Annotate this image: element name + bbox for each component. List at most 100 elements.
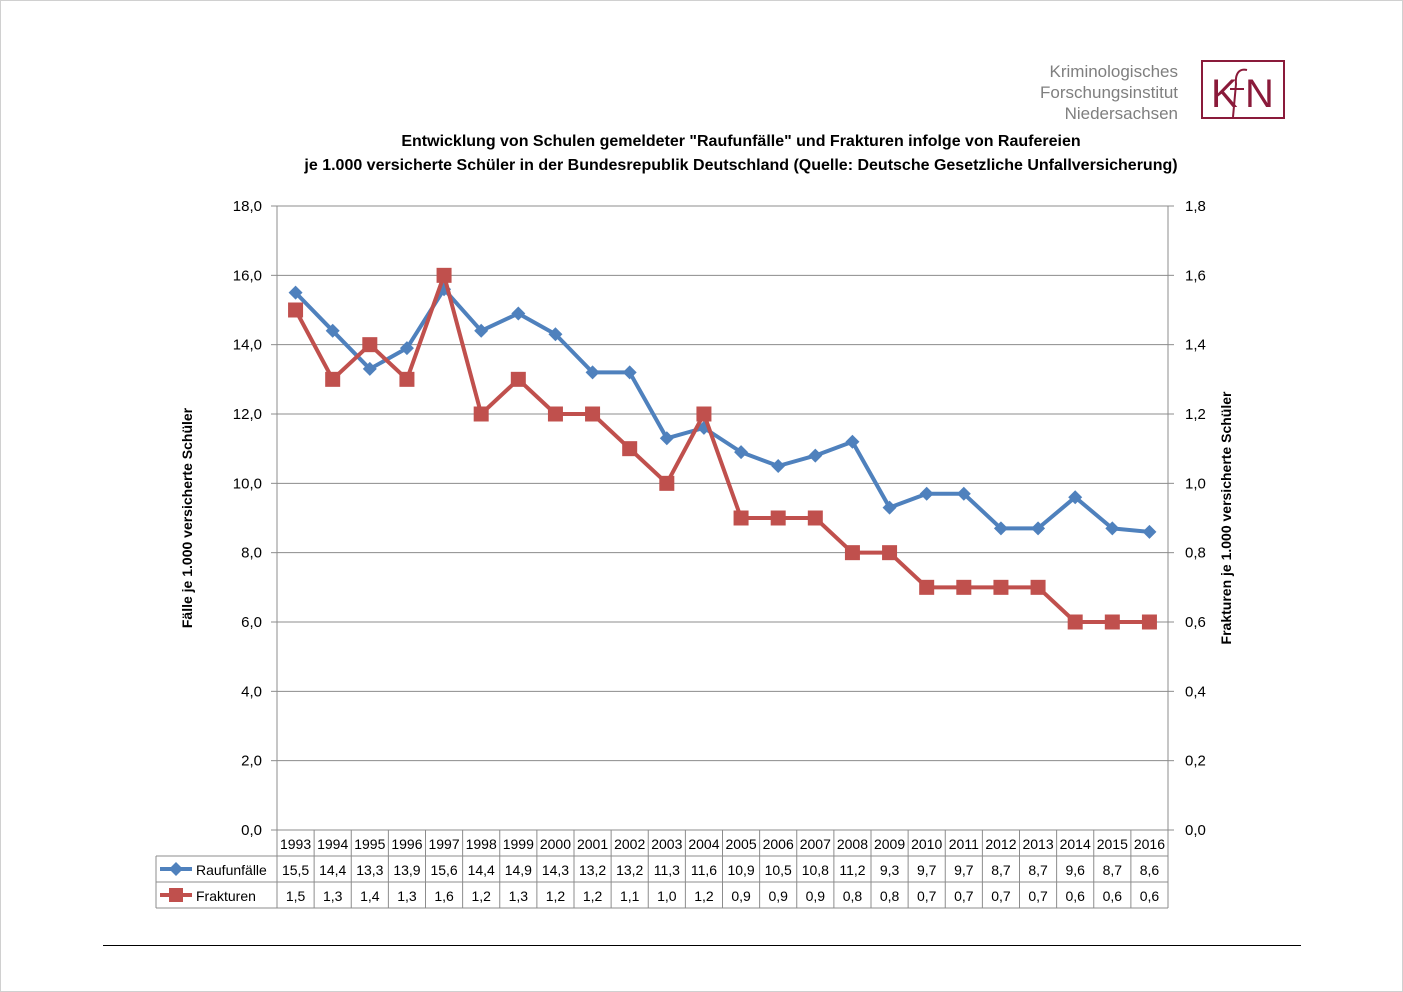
raufunfaelle-point [734,445,749,460]
raufunfaelle-point [288,285,303,300]
raufunfaelle-point [956,486,971,501]
x-tick-label: 1995 [354,836,385,852]
data-table-cell: 11,6 [691,862,717,878]
data-table-cell: 0,7 [1028,888,1048,904]
frakturen-point [844,545,860,561]
institute-name-line-2: Forschungsinstitut [1040,83,1178,102]
x-tick-label: 2005 [725,836,756,852]
raufunfaelle-point [993,521,1008,536]
data-table-cell: 11,3 [654,862,680,878]
y-tick-label: 6,0 [241,614,262,631]
frakturen-point [325,371,341,387]
frakturen-point [1104,614,1120,630]
x-tick-label: 2015 [1097,836,1128,852]
y-tick-label: 0,0 [241,822,262,839]
data-table-cell: 0,6 [1103,888,1123,904]
frakturen-point [362,337,378,353]
data-table-cell: 0,8 [843,888,863,904]
data-table-cell: 8,7 [991,862,1011,878]
y-tick-label: 8,0 [241,545,262,562]
chart-title: Entwicklung von Schulen gemeldeter "Rauf… [401,133,1080,150]
y2-tick-label: 0,6 [1185,614,1206,631]
frakturen-point [882,545,898,561]
data-table-cell: 8,7 [1028,862,1048,878]
frakturen-point [696,406,712,422]
frakturen-point [1141,614,1157,630]
data-table-cell: 1,2 [471,888,491,904]
raufunfaelle-point [548,327,563,342]
frakturen-point [733,510,749,526]
x-tick-label: 2007 [800,836,831,852]
raufunfaelle-point [659,431,674,446]
frakturen-point [1067,614,1083,630]
data-table-cell: 15,6 [430,862,457,878]
data-table-cell: 1,2 [694,888,714,904]
legend-label: Raufunfälle [196,862,267,878]
raufunfaelle-point [919,486,934,501]
data-table-cell: 10,5 [765,862,792,878]
data-table-cell: 0,7 [954,888,974,904]
data-table-cell: 14,3 [542,862,569,878]
raufunfaelle-point [622,365,637,380]
raufunfaelle-point [1031,521,1046,536]
x-tick-label: 2009 [874,836,905,852]
x-tick-label: 2016 [1134,836,1165,852]
legend-label: Frakturen [196,888,256,904]
x-tick-label: 1996 [391,836,422,852]
x-tick-label: 2002 [614,836,645,852]
raufunfaelle-point [1068,490,1083,505]
legend-marker-raufunfaelle [169,862,183,876]
y-tick-label: 10,0 [233,475,262,492]
x-tick-label: 1993 [280,836,311,852]
data-table-cell: 0,7 [991,888,1011,904]
y-tick-label: 4,0 [241,683,262,700]
gridlines [277,274,1168,762]
kfn-logo: K N [1201,60,1285,119]
institute-name: Kriminologisches Forschungsinstitut Nied… [1040,61,1178,124]
x-tick-label: 2000 [540,836,571,852]
data-table-cell: 1,6 [434,888,454,904]
data-table-cell: 1,2 [583,888,603,904]
logo-letter-n: N [1245,72,1274,116]
x-tick-label: 2011 [949,836,979,852]
data-table-cell: 9,3 [880,862,900,878]
data-table-cell: 15,5 [282,862,309,878]
y-tick-label: 14,0 [233,337,262,354]
data-series [288,267,1157,630]
data-table: 1993 1994 1995 1996 1997 1998 1999 2000 2001 2002… [155,829,1169,909]
data-table-cell: 13,3 [356,862,383,878]
raufunfaelle-point [474,323,489,338]
data-table-cell: 8,7 [1103,862,1123,878]
y-tick-label: 18,0 [233,198,262,215]
data-table-cell: 1,3 [323,888,343,904]
raufunfaelle-point [399,341,414,356]
data-table-cell: 0,9 [806,888,826,904]
y-tick-label: 12,0 [233,406,262,423]
data-table-cell: 1,1 [620,888,640,904]
y-tick-label: 2,0 [241,753,262,770]
x-tick-label: 2003 [651,836,682,852]
x-tick-label: 1994 [317,836,348,852]
data-table-cell: 10,8 [802,862,829,878]
x-tick-label: 1999 [503,836,534,852]
x-tick-label: 2004 [688,836,719,852]
raufunfaelle-point [845,434,860,449]
legend-marker-frakturen [169,888,183,902]
data-table-cell: 14,4 [319,862,346,878]
frakturen-point [288,302,304,318]
frakturen-point [510,371,526,387]
x-tick-label: 1997 [428,836,459,852]
frakturen-point [770,510,786,526]
raufunfaelle-point [771,459,786,473]
data-table-cell: 9,6 [1065,862,1085,878]
data-table-cell: 1,5 [286,888,306,904]
data-table-cell: 9,7 [954,862,974,878]
data-table-cell: 13,2 [579,862,606,878]
y2-tick-label: 0,0 [1185,822,1206,839]
raufunfaelle-point [325,323,340,338]
y2-tick-label: 1,4 [1185,337,1206,354]
y2-tick-label: 0,8 [1185,545,1206,562]
x-tick-label: 2014 [1060,836,1091,852]
y2-tick-label: 1,0 [1185,475,1206,492]
data-table-cell: 14,4 [468,862,495,878]
